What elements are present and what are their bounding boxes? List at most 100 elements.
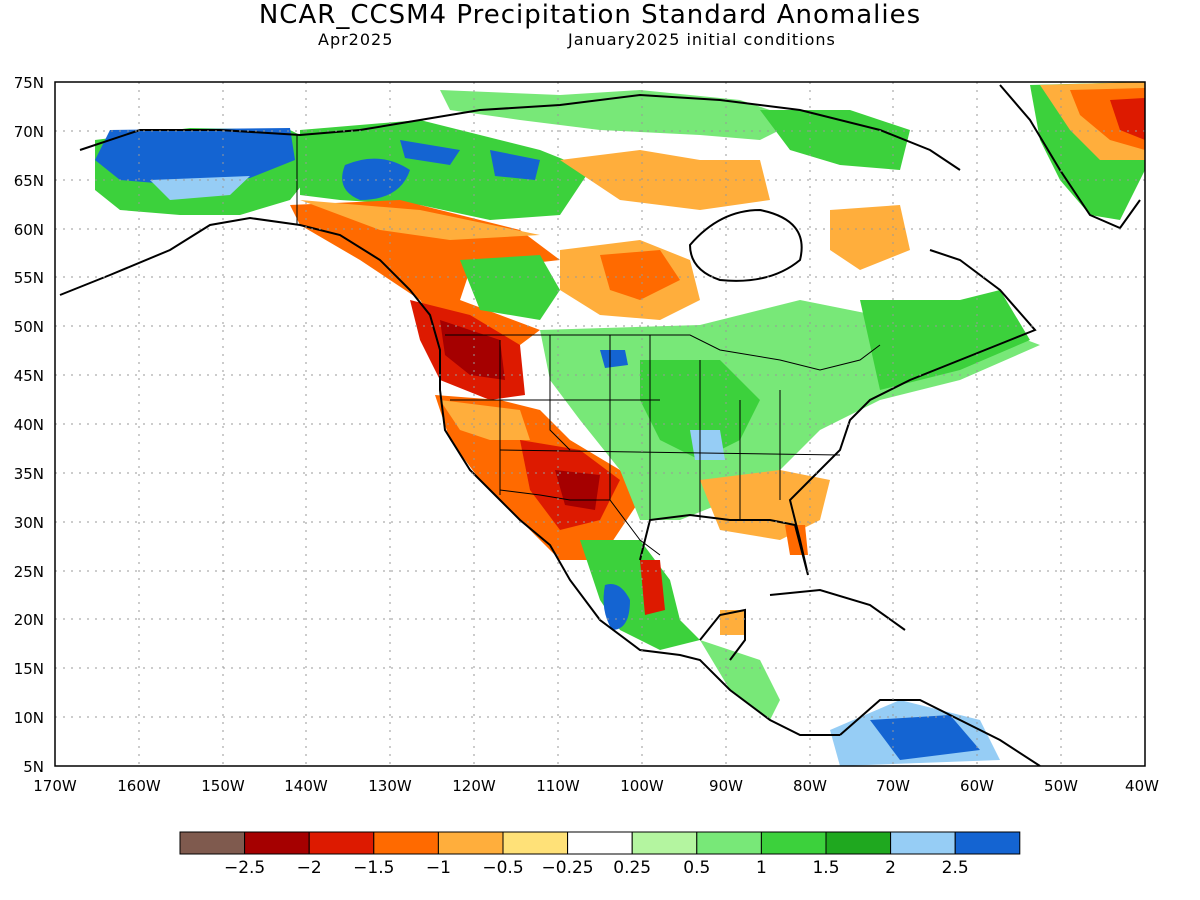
lat-label: 65N bbox=[14, 172, 44, 190]
colorbar-tick-label: 2.5 bbox=[942, 858, 969, 878]
field-quebec-lightorange bbox=[830, 205, 910, 270]
lat-labels: 75N 70N 65N 60N 55N 50N 45N 40N 35N 30N … bbox=[14, 74, 44, 776]
map-frame bbox=[54, 81, 1146, 767]
field-nwcanada-blue-3 bbox=[490, 150, 540, 180]
colorbar-swatch bbox=[244, 831, 310, 855]
border-states-2 bbox=[549, 335, 571, 451]
lat-label: 45N bbox=[14, 367, 44, 385]
colorbar-labels: −2.5 −2 −1.5 −1 −0.5 −0.25 0.25 0.5 1 1.5 2 2.5 bbox=[224, 858, 969, 878]
field-central-canada-red bbox=[600, 250, 680, 300]
colorbar-swatches bbox=[179, 831, 1021, 855]
lat-label: 40N bbox=[14, 416, 44, 434]
lon-label: 70W bbox=[876, 777, 910, 795]
colorbar-tick-label: −1.5 bbox=[353, 858, 394, 878]
field-west-lightorange bbox=[300, 200, 540, 240]
field-greenland-darkred bbox=[1110, 98, 1145, 140]
colorbar-swatch bbox=[954, 831, 1021, 855]
field-nwcanada-blue-2 bbox=[400, 140, 460, 165]
coast-north-america bbox=[59, 216, 840, 736]
colorbar-swatch bbox=[179, 831, 246, 855]
coastlines bbox=[59, 84, 1141, 766]
lat-label: 35N bbox=[14, 465, 44, 483]
coast-south-america bbox=[839, 699, 1041, 766]
colorbar-swatch bbox=[890, 831, 956, 855]
colorbar-tick-label: −0.25 bbox=[542, 858, 594, 878]
lat-label: 15N bbox=[14, 660, 44, 678]
graticule bbox=[55, 82, 1145, 766]
map-title: NCAR_CCSM4 Precipitation Standard Anomal… bbox=[258, 0, 922, 30]
field-central-canada-green bbox=[460, 255, 560, 320]
lon-label: 150W bbox=[201, 777, 245, 795]
lon-label: 80W bbox=[793, 777, 827, 795]
field-alaska-blue bbox=[95, 128, 295, 185]
lon-label: 170W bbox=[33, 777, 77, 795]
lon-label: 140W bbox=[284, 777, 328, 795]
field-mexico-green bbox=[580, 540, 700, 650]
field-nwcanada-blue-1 bbox=[342, 158, 410, 200]
colorbar-swatch bbox=[825, 831, 892, 855]
lon-label: 100W bbox=[620, 777, 664, 795]
coast-cuba bbox=[769, 588, 906, 631]
colorbar-swatch bbox=[760, 831, 827, 855]
coast-yucatan bbox=[699, 608, 746, 661]
colorbar-tick-label: 2 bbox=[885, 858, 896, 878]
colorbar-tick-label: −1 bbox=[426, 858, 451, 878]
colorbar-swatch bbox=[631, 831, 698, 855]
field-westus-lightorange bbox=[440, 400, 530, 440]
lat-label: 75N bbox=[14, 74, 44, 92]
lat-label: 5N bbox=[23, 758, 44, 776]
colorbar-tick-label: −2.5 bbox=[224, 858, 265, 878]
colorbar-tick-label: 1 bbox=[756, 858, 767, 878]
colorbar-swatch bbox=[567, 831, 633, 855]
lat-label: 50N bbox=[14, 318, 44, 336]
initial-conditions-label: January2025 initial conditions bbox=[568, 30, 836, 49]
field-gulf-red bbox=[640, 560, 665, 615]
colorbar-tick-label: 1.5 bbox=[812, 858, 839, 878]
colorbar-swatch bbox=[308, 831, 375, 855]
field-yucatan-orange bbox=[720, 610, 745, 635]
field-alaska-lightblue bbox=[150, 176, 250, 200]
colorbar-swatch bbox=[696, 831, 762, 855]
borders bbox=[296, 135, 881, 556]
field-arctic-islands bbox=[440, 90, 800, 140]
colorbar-swatch bbox=[437, 831, 504, 855]
valid-month-label: Apr2025 bbox=[318, 30, 394, 49]
colorbar-tick-label: 0.5 bbox=[683, 858, 710, 878]
field-east-green bbox=[860, 290, 1030, 390]
lat-label: 25N bbox=[14, 563, 44, 581]
lon-labels: 170W 160W 150W 140W 130W 120W 110W 100W … bbox=[33, 777, 1159, 795]
lon-label: 110W bbox=[536, 777, 580, 795]
field-southeast-lightorange bbox=[700, 470, 830, 540]
colorbar-swatch bbox=[373, 831, 439, 855]
field-dakota-blue bbox=[600, 350, 628, 368]
lon-label: 60W bbox=[960, 777, 994, 795]
lon-label: 130W bbox=[368, 777, 412, 795]
field-southamerica-blue bbox=[870, 715, 980, 760]
coast-hudson bbox=[688, 208, 803, 282]
lon-label: 90W bbox=[709, 777, 743, 795]
lat-label: 55N bbox=[14, 269, 44, 287]
lat-label: 10N bbox=[14, 709, 44, 727]
coast-gulf bbox=[639, 249, 1037, 576]
coast-arctic bbox=[79, 93, 961, 171]
coast-greenland bbox=[999, 84, 1141, 230]
lon-label: 160W bbox=[117, 777, 161, 795]
lat-label: 70N bbox=[14, 123, 44, 141]
border-us-mexico bbox=[499, 489, 661, 556]
lon-label: 40W bbox=[1125, 777, 1159, 795]
lat-label: 30N bbox=[14, 514, 44, 532]
lat-label: 60N bbox=[14, 221, 44, 239]
lon-label: 120W bbox=[452, 777, 496, 795]
lon-label: 50W bbox=[1044, 777, 1078, 795]
border-us-canada bbox=[445, 334, 881, 371]
colorbar-tick-label: 0.25 bbox=[613, 858, 651, 878]
border-states-6 bbox=[499, 449, 841, 456]
field-central-america bbox=[700, 640, 780, 720]
lat-label: 20N bbox=[14, 611, 44, 629]
colorbar: −2.5 −2 −1.5 −1 −0.5 −0.25 0.25 0.5 1 1.5 2 2.5 bbox=[179, 831, 1021, 878]
colorbar-tick-label: −0.5 bbox=[482, 858, 523, 878]
field-midwest-lightblue bbox=[690, 430, 725, 460]
colorbar-swatch bbox=[502, 831, 569, 855]
field-baffin-green bbox=[760, 110, 910, 170]
